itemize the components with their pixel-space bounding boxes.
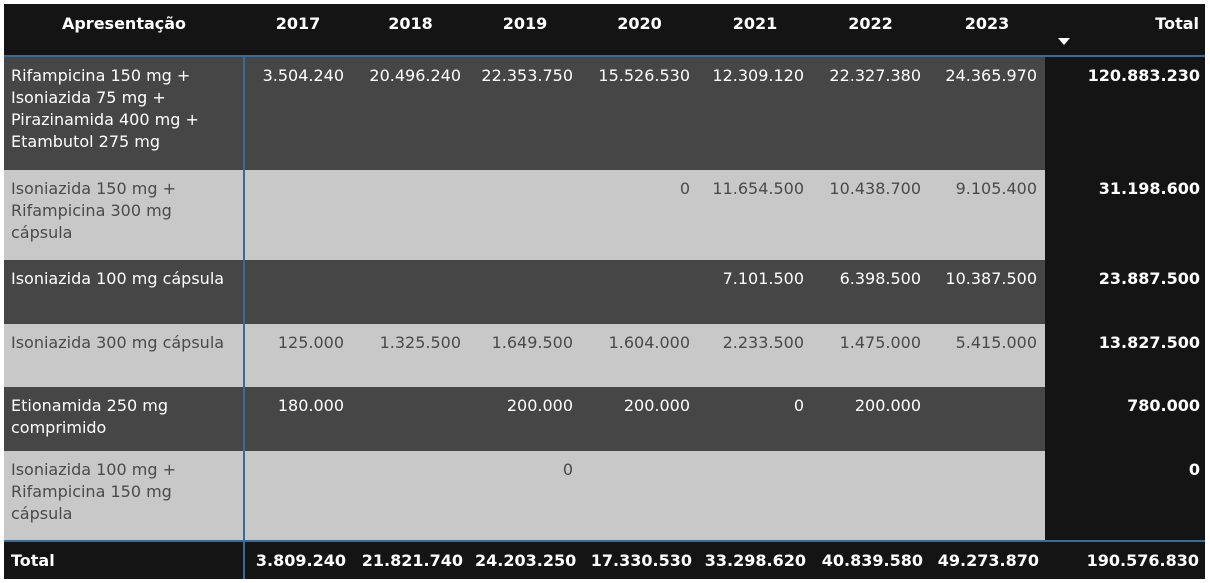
- cell-value: 5.415.000: [929, 323, 1045, 388]
- row-total: 31.198.600: [1045, 170, 1205, 261]
- row-total: 0: [1045, 451, 1205, 541]
- column-header-2021[interactable]: 2021: [698, 4, 812, 57]
- cell-value: 1.649.500: [469, 323, 581, 388]
- cell-value: 1.325.500: [352, 323, 469, 388]
- column-header-2017[interactable]: 2017: [244, 4, 352, 57]
- column-total: 40.839.580: [812, 540, 929, 579]
- cell-value: [352, 260, 469, 324]
- cell-value: [469, 170, 581, 261]
- cell-value: 0: [581, 170, 698, 261]
- cell-value: [929, 387, 1045, 452]
- cell-value: 125.000: [244, 323, 352, 388]
- column-total: 33.298.620: [698, 540, 812, 579]
- cell-value: [244, 260, 352, 324]
- cell-value: 11.654.500: [698, 170, 812, 261]
- grand-total: 190.576.830: [1045, 540, 1205, 579]
- row-label: Isoniazida 100 mg cápsula: [4, 260, 245, 324]
- cell-value: [469, 260, 581, 324]
- cell-value: 24.365.970: [929, 56, 1045, 171]
- cell-value: [352, 170, 469, 261]
- cell-value: 2.233.500: [698, 323, 812, 388]
- row-total: 780.000: [1045, 387, 1205, 452]
- cell-value: [244, 451, 352, 541]
- cell-value: 20.496.240: [352, 56, 469, 171]
- row-label: Isoniazida 100 mg + Rifampicina 150 mg c…: [4, 451, 245, 541]
- cell-value: [929, 451, 1045, 541]
- cell-value: 1.604.000: [581, 323, 698, 388]
- column-total: 49.273.870: [929, 540, 1045, 579]
- cell-value: 200.000: [581, 387, 698, 452]
- cell-value: 1.475.000: [812, 323, 929, 388]
- header-row: Apresentação 2017 2018 2019 2020 2021 20…: [4, 4, 1205, 57]
- cell-value: 180.000: [244, 387, 352, 452]
- table-row: Isoniazida 150 mg + Rifampicina 300 mg c…: [4, 170, 1205, 261]
- cell-value: 0: [469, 451, 581, 541]
- cell-value: [581, 451, 698, 541]
- table-row: Isoniazida 300 mg cápsula 125.000 1.325.…: [4, 323, 1205, 388]
- column-header-2020[interactable]: 2020: [581, 4, 698, 57]
- column-header-total-label: Total: [1155, 14, 1199, 33]
- cell-value: 200.000: [812, 387, 929, 452]
- column-header-2019[interactable]: 2019: [469, 4, 581, 57]
- cell-value: 3.504.240: [244, 56, 352, 171]
- total-row-label: Total: [4, 540, 245, 579]
- row-total: 120.883.230: [1045, 56, 1205, 171]
- column-header-total[interactable]: Total: [1045, 4, 1205, 57]
- total-row: Total 3.809.240 21.821.740 24.203.250 17…: [4, 540, 1205, 579]
- row-total: 23.887.500: [1045, 260, 1205, 324]
- cell-value: 15.526.530: [581, 56, 698, 171]
- cell-value: 22.353.750: [469, 56, 581, 171]
- cell-value: 0: [698, 387, 812, 452]
- cell-value: 22.327.380: [812, 56, 929, 171]
- cell-value: 200.000: [469, 387, 581, 452]
- matrix-table: Apresentação 2017 2018 2019 2020 2021 20…: [4, 4, 1205, 579]
- cell-value: 9.105.400: [929, 170, 1045, 261]
- cell-value: 10.387.500: [929, 260, 1045, 324]
- table-row: Etionamida 250 mg comprimido 180.000 200…: [4, 387, 1205, 452]
- row-label: Isoniazida 300 mg cápsula: [4, 323, 245, 388]
- column-total: 3.809.240: [244, 540, 352, 579]
- column-total: 17.330.530: [581, 540, 698, 579]
- cell-value: 7.101.500: [698, 260, 812, 324]
- table-row: Isoniazida 100 mg cápsula 7.101.500 6.39…: [4, 260, 1205, 324]
- table-row: Rifampicina 150 mg + Isoniazida 75 mg + …: [4, 56, 1205, 171]
- cell-value: 6.398.500: [812, 260, 929, 324]
- sort-descending-icon[interactable]: [1058, 38, 1070, 45]
- table-row: Isoniazida 100 mg + Rifampicina 150 mg c…: [4, 451, 1205, 541]
- cell-value: 12.309.120: [698, 56, 812, 171]
- column-header-apresentacao[interactable]: Apresentação: [4, 4, 244, 57]
- column-total: 21.821.740: [352, 540, 469, 579]
- column-total: 24.203.250: [469, 540, 581, 579]
- row-total: 13.827.500: [1045, 323, 1205, 388]
- cell-value: [581, 260, 698, 324]
- column-header-2018[interactable]: 2018: [352, 4, 469, 57]
- column-header-2023[interactable]: 2023: [929, 4, 1045, 57]
- cell-value: [812, 451, 929, 541]
- cell-value: [352, 387, 469, 452]
- cell-value: [244, 170, 352, 261]
- row-label: Rifampicina 150 mg + Isoniazida 75 mg + …: [4, 56, 245, 171]
- column-header-2022[interactable]: 2022: [812, 4, 929, 57]
- row-label: Etionamida 250 mg comprimido: [4, 387, 245, 452]
- cell-value: [698, 451, 812, 541]
- cell-value: 10.438.700: [812, 170, 929, 261]
- row-label: Isoniazida 150 mg + Rifampicina 300 mg c…: [4, 170, 245, 261]
- cell-value: [352, 451, 469, 541]
